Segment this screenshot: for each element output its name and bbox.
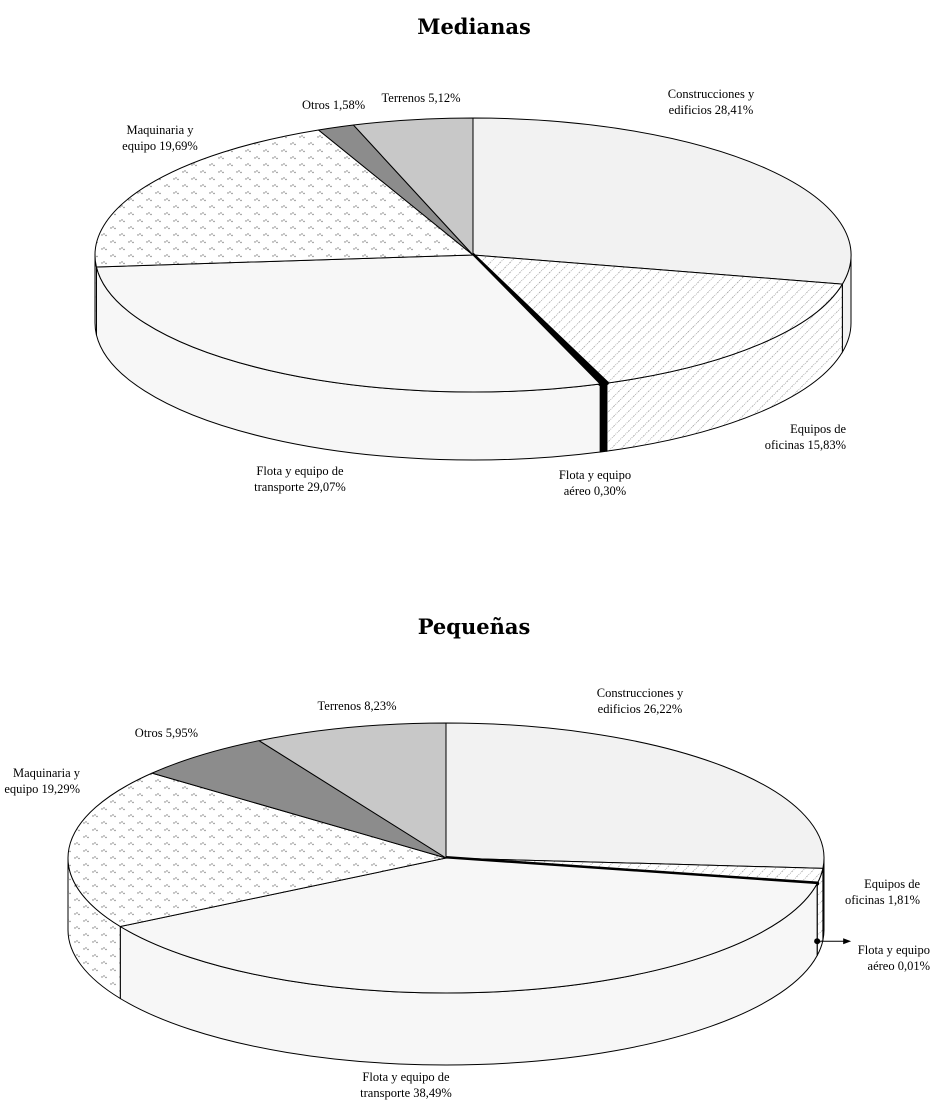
slice-label-flota-y-equipo-de-transporte: Flota y equipo de transporte 29,07% xyxy=(254,464,346,494)
pie-labels-pequenas: Construcciones y edificios 26,22% Equipos … xyxy=(4,686,930,1100)
pie-slice-equipos-de-oficinas xyxy=(472,254,843,384)
slice-label-terrenos: Terrenos 8,23% xyxy=(318,699,397,713)
slice-label-terrenos: Terrenos 5,12% xyxy=(382,91,461,105)
pie-slice-terrenos xyxy=(258,722,447,859)
slice-label-construcciones-y-edificios: Construcciones y edificios 28,41% xyxy=(668,87,755,117)
pie-labels-medianas: Construcciones y edificios 28,41% Equipos … xyxy=(122,87,846,498)
slice-label-equipos-de-oficinas: Equipos de oficinas 15,83% xyxy=(765,422,847,452)
pie-slice-otros xyxy=(151,740,447,859)
pie-slice-flota-y-equipo-de-transporte xyxy=(95,254,601,393)
pie-slice-construcciones-y-edificios xyxy=(472,117,852,285)
chart-title-pequenas: Pequeñas xyxy=(418,614,531,639)
callout-arrow-icon xyxy=(843,938,852,945)
pie-slice-maquinaria-y-equipo xyxy=(94,129,474,268)
slice-label-equipos-de-oficinas: Equipos de oficinas 1,81% xyxy=(845,877,920,907)
slice-label-construcciones-y-edificios: Construcciones y edificios 26,22% xyxy=(597,686,684,716)
slice-label-flota-y-equipo-aereo: Flota y equipo aéreo 0,01% xyxy=(858,943,930,973)
pie-slice-construcciones-y-edificios xyxy=(445,722,825,869)
slice-label-maquinaria-y-equipo: Maquinaria y equipo 19,69% xyxy=(122,123,198,153)
slice-label-maquinaria-y-equipo: Maquinaria y equipo 19,29% xyxy=(4,766,80,796)
slice-label-otros: Otros 5,95% xyxy=(135,726,198,740)
chart-title-medianas: Medianas xyxy=(417,14,531,39)
pie-slice-flota-y-equipo-de-transporte xyxy=(119,857,818,994)
slice-label-otros: Otros 1,58% xyxy=(302,98,365,112)
slice-label-flota-y-equipo-aereo: Flota y equipo aéreo 0,30% xyxy=(559,468,631,498)
slice-label-flota-y-equipo-de-transporte: Flota y equipo de transporte 38,49% xyxy=(360,1070,452,1100)
pie-chart-pequenas xyxy=(67,722,825,1066)
pie-slice-terrenos xyxy=(352,117,474,256)
pie-chart-medianas xyxy=(94,117,852,461)
pie-slice-maquinaria-y-equipo xyxy=(67,772,447,928)
pie-side-flota-y-equipo-aereo xyxy=(599,382,608,453)
